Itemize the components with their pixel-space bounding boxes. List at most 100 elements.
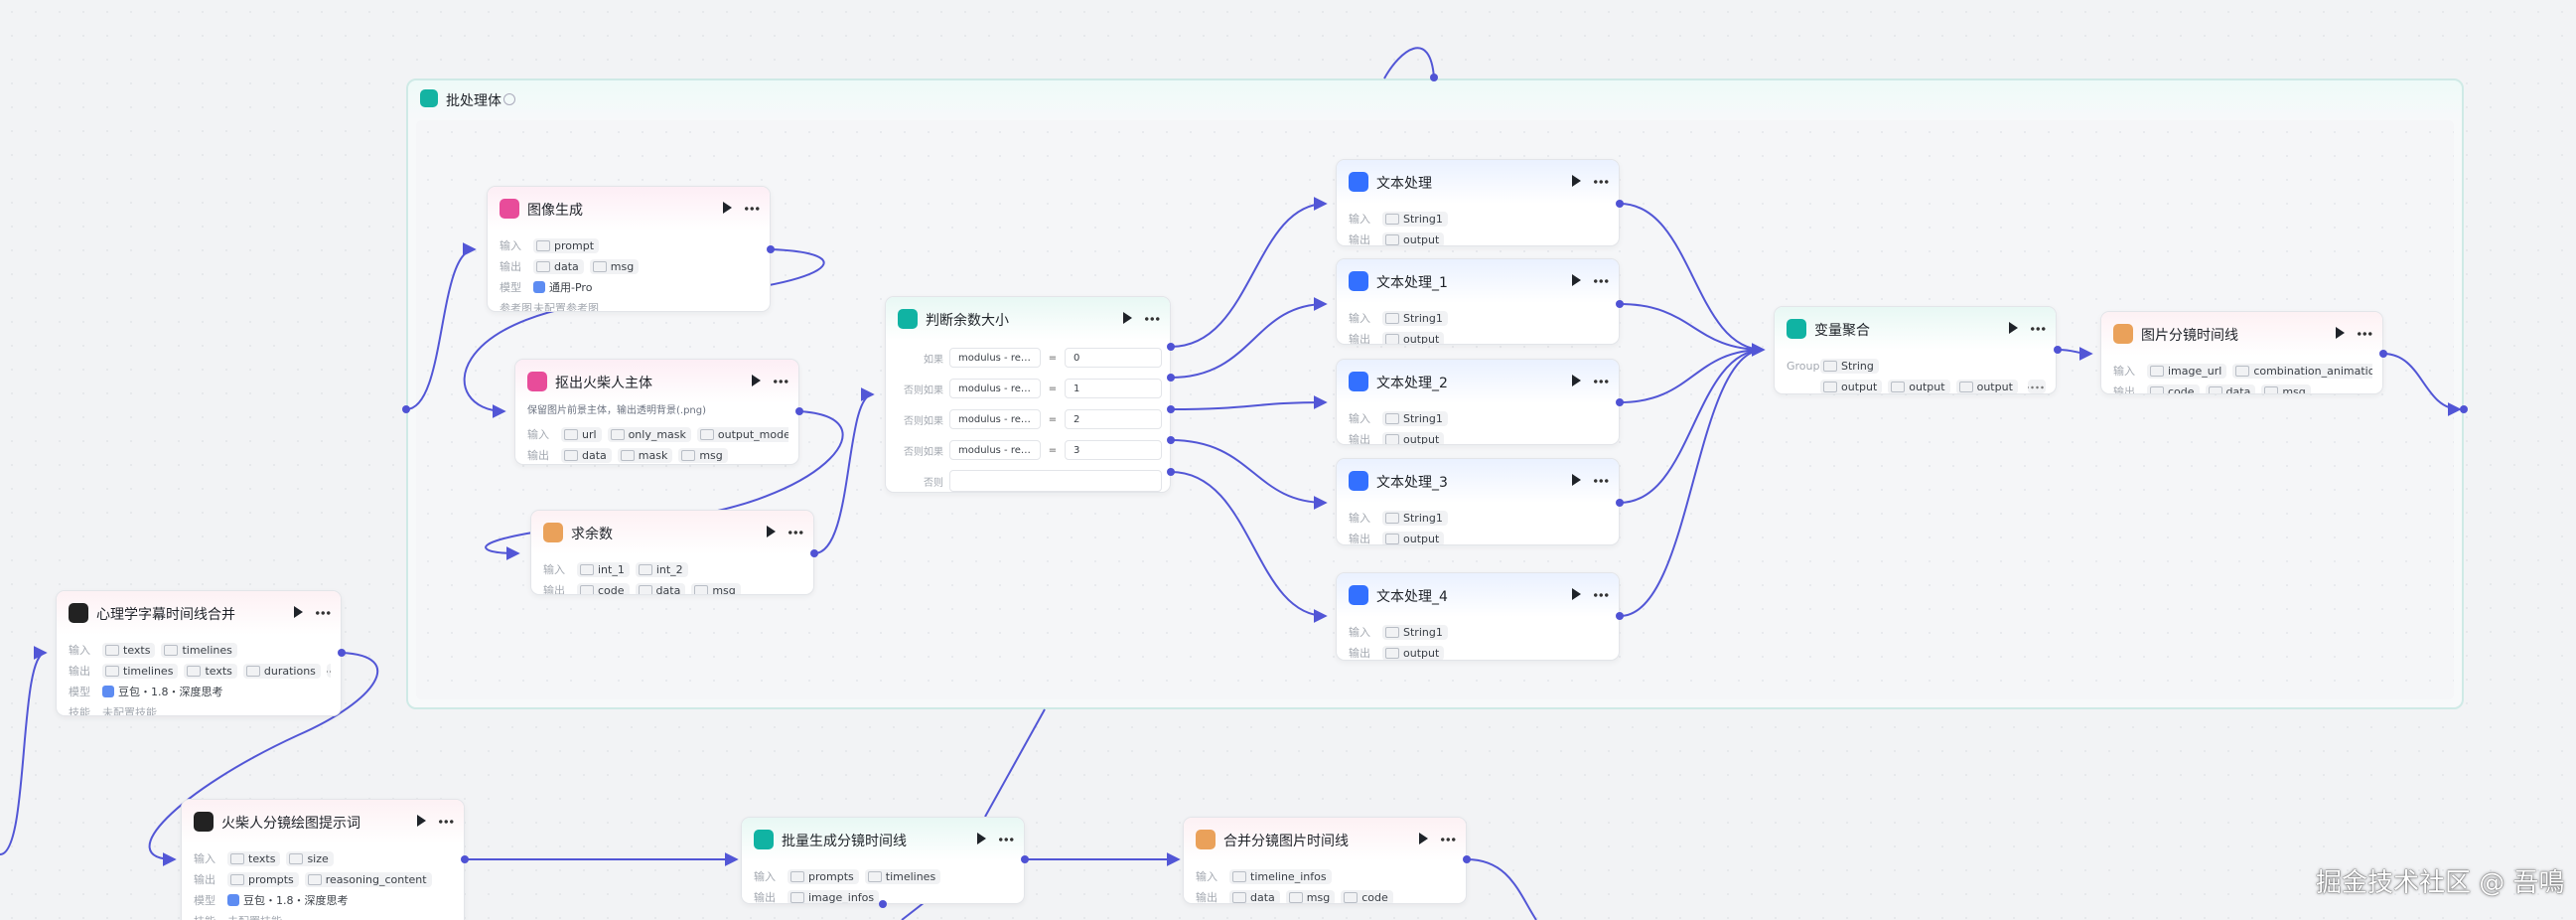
- node-card[interactable]: 判断余数大小 如果 modulus - re… = 0 否则如果 modulus - re……: [885, 296, 1171, 493]
- row-label: 参考图: [500, 302, 532, 312]
- row-label: Group1: [1787, 359, 1827, 373]
- model-icon: [533, 281, 545, 293]
- node-card[interactable]: 火柴人分镜绘图提示词 输入 texts size 输出 prompts reasoning_…: [181, 799, 465, 920]
- param-name: msg: [1306, 890, 1331, 904]
- type-icon: [105, 665, 119, 677]
- param-name: image_url: [2168, 364, 2222, 378]
- param-chip: code: [577, 582, 630, 595]
- branch-label: 否则如果: [904, 384, 943, 396]
- more-params[interactable]: [326, 664, 331, 678]
- param-chip: output: [1382, 645, 1445, 660]
- run-button[interactable]: [723, 202, 732, 214]
- run-button[interactable]: [417, 815, 426, 827]
- row-label: 输出: [2113, 385, 2135, 394]
- param-name: timeline_infos: [1250, 869, 1327, 883]
- node-card[interactable]: 文本处理_2 输入 String1 输出 output: [1336, 359, 1620, 445]
- more-button[interactable]: [2030, 327, 2046, 331]
- more-button[interactable]: [315, 611, 331, 615]
- type-icon: [699, 428, 714, 440]
- more-button[interactable]: [1593, 279, 1609, 283]
- param-chip: msg: [2261, 383, 2311, 393]
- more-button[interactable]: [1593, 593, 1609, 597]
- param-name: msg: [610, 259, 635, 273]
- more-button[interactable]: [744, 207, 760, 211]
- run-button[interactable]: [1572, 375, 1581, 386]
- node-card[interactable]: 图片分镜时间线 输入 image_url combination_animation 输…: [2100, 311, 2383, 394]
- edge: [1466, 858, 1537, 920]
- more-button[interactable]: [438, 820, 454, 824]
- node-icon: [500, 199, 519, 219]
- run-button[interactable]: [294, 606, 303, 618]
- run-button[interactable]: [1572, 175, 1581, 187]
- run-button[interactable]: [1572, 474, 1581, 486]
- run-button[interactable]: [1123, 312, 1132, 324]
- more-button[interactable]: [1593, 380, 1609, 383]
- param-row: 输出 code data msg: [543, 581, 803, 595]
- node-icon: [1196, 830, 1216, 849]
- placeholder-text: 未配置技能: [102, 706, 157, 716]
- more-button[interactable]: [787, 531, 803, 535]
- node-card[interactable]: 文本处理_1 输入 String1 输出 output: [1336, 258, 1620, 345]
- param-name: String1: [1403, 511, 1443, 525]
- param-name: code: [598, 583, 625, 595]
- watermark: 掘金技术社区 @ 吾鳴: [2316, 868, 2565, 898]
- run-button[interactable]: [767, 526, 776, 537]
- run-button[interactable]: [2009, 322, 2018, 334]
- run-button[interactable]: [2336, 327, 2345, 339]
- node-card[interactable]: 抠出火柴人主体 保留图片前景主体，输出透明背景(.png) 输入 url only_ma…: [514, 359, 799, 465]
- run-button[interactable]: [1572, 274, 1581, 286]
- node-card[interactable]: 文本处理_3 输入 String1 输出 output: [1336, 458, 1620, 545]
- param-chip: data: [561, 447, 612, 463]
- branch-label: 如果: [924, 354, 943, 366]
- node-header: 批量生成分镜时间线: [742, 818, 1024, 861]
- type-icon: [1385, 412, 1399, 424]
- node-card[interactable]: 合并分镜图片时间线 输入 timeline_infos 输出 data msg code: [1183, 817, 1467, 904]
- param-row: 输入 prompt: [500, 236, 760, 254]
- node-card[interactable]: 变量聚合 Group1 String output output output: [1774, 306, 2057, 394]
- node-card[interactable]: 批量生成分镜时间线 输入 prompts timelines 输出 image_infos: [741, 817, 1025, 904]
- run-button[interactable]: [977, 833, 986, 844]
- model-text: 通用-Pro: [549, 281, 593, 294]
- param-row: 输入 int_1 int_2: [543, 560, 803, 578]
- type-icon: [2264, 385, 2279, 393]
- run-button[interactable]: [1572, 588, 1581, 600]
- node-card[interactable]: 文本处理 输入 String1 输出 output: [1336, 159, 1620, 246]
- node-header: 心理学字幕时间线合并: [57, 591, 341, 635]
- param-chip: output: [1955, 379, 2018, 393]
- condition-left: modulus - re…: [949, 409, 1041, 429]
- param-name: size: [307, 851, 329, 865]
- row-label: 输出: [1349, 233, 1370, 246]
- run-button[interactable]: [1419, 833, 1428, 844]
- more-button[interactable]: [1593, 479, 1609, 483]
- edge: [405, 242, 477, 410]
- info-icon[interactable]: [503, 93, 515, 105]
- more-button[interactable]: [1440, 838, 1456, 842]
- node-card[interactable]: 求余数 输入 int_1 int_2 输出 code data msg: [530, 510, 814, 595]
- more-params[interactable]: [2028, 380, 2046, 393]
- param-chip: output: [1382, 231, 1445, 246]
- param-chip: only_mask: [607, 426, 691, 442]
- param-chip: String1: [1382, 310, 1448, 326]
- more-button[interactable]: [2357, 332, 2372, 336]
- model-name: 豆包・1.8・深度思考: [102, 684, 223, 699]
- param-row: 输出 data msg: [500, 257, 760, 275]
- node-card[interactable]: 图像生成 输入 prompt 输出 data msg 模型 通用-Pro 参考图 未配置参考图: [487, 186, 771, 312]
- more-button[interactable]: [998, 838, 1014, 842]
- type-icon: [694, 584, 709, 594]
- param-row: output output output: [1787, 378, 2046, 393]
- param-name: output: [1403, 232, 1440, 246]
- param-name: texts: [248, 851, 276, 865]
- node-title: 图像生成: [527, 203, 583, 219]
- param-chip: timeline_infos: [1229, 868, 1332, 884]
- more-button[interactable]: [1144, 317, 1160, 321]
- edge: [1383, 47, 1435, 79]
- node-card[interactable]: 文本处理_4 输入 String1 输出 output: [1336, 572, 1620, 661]
- node-card[interactable]: 心理学字幕时间线合并 输入 texts timelines 输出 timelines tex…: [56, 590, 342, 716]
- more-button[interactable]: [1593, 180, 1609, 184]
- more-button[interactable]: [773, 380, 788, 383]
- param-row: 输入 texts size: [194, 849, 454, 867]
- node-icon: [194, 812, 214, 832]
- node-title: 抠出火柴人主体: [555, 376, 652, 391]
- branch-row: 否则如果 modulus - re… = 1: [892, 378, 1162, 399]
- run-button[interactable]: [752, 375, 761, 386]
